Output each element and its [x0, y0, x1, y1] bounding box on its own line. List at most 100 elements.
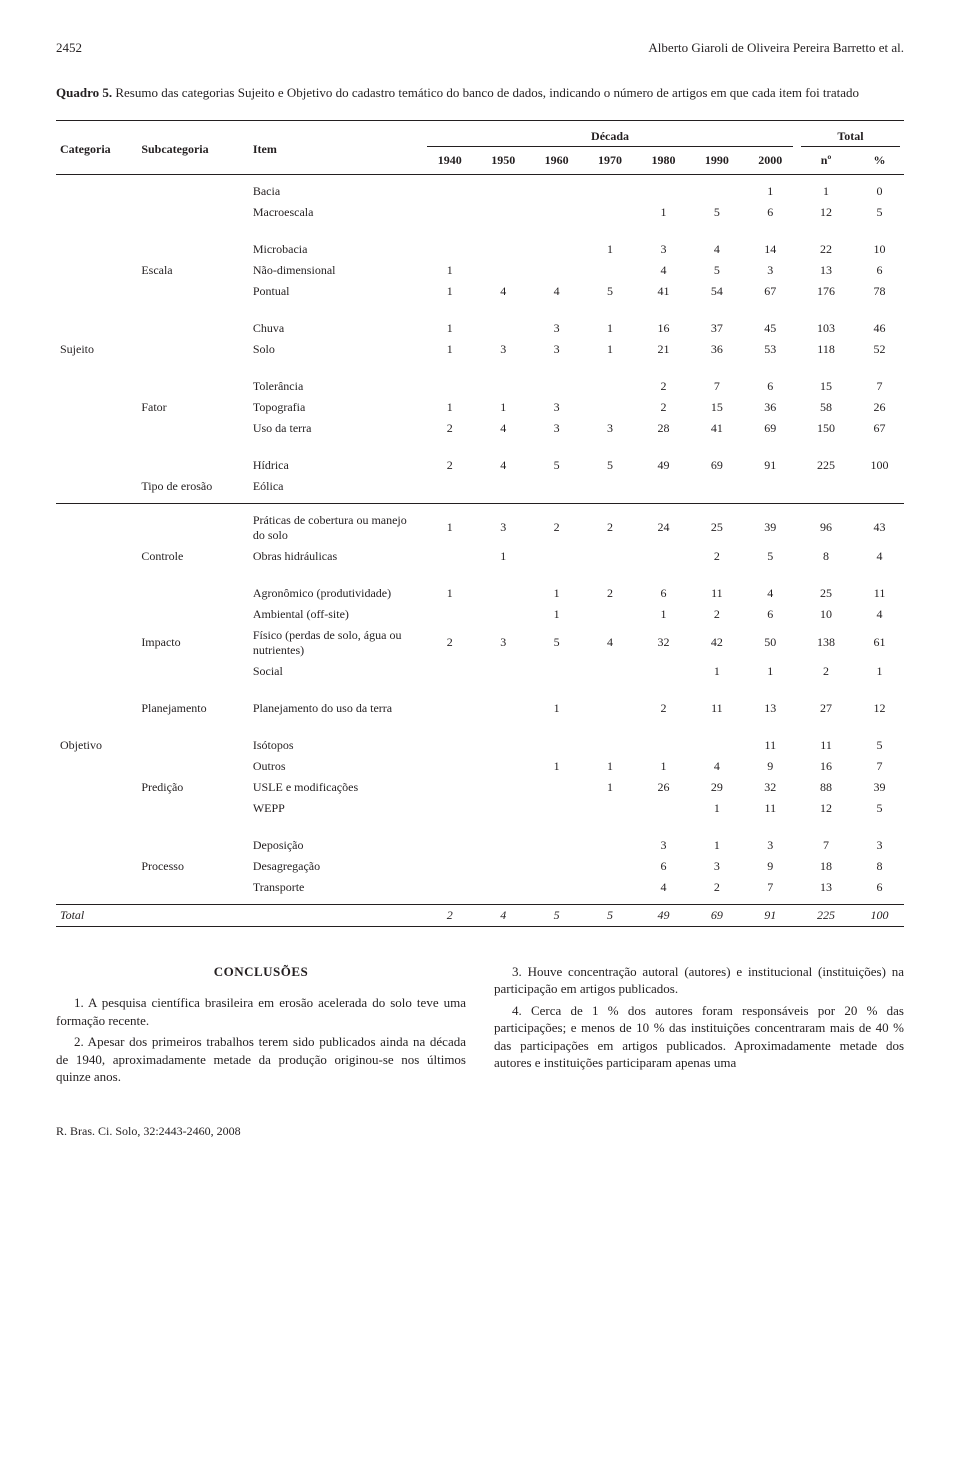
table-cell: 2 — [423, 904, 476, 926]
table-cell: Predição — [137, 777, 249, 798]
table-cell: 5 — [583, 904, 636, 926]
table-cell: 4 — [637, 877, 690, 898]
table-cell — [137, 318, 249, 339]
table-cell: 29 — [690, 777, 743, 798]
col-categoria: Categoria — [56, 120, 137, 174]
table-cell: 11 — [744, 798, 797, 819]
table-cell: 1 — [423, 281, 476, 302]
table-cell — [583, 835, 636, 856]
table-cell: Obras hidráulicas — [249, 546, 423, 567]
table-cell: 5 — [690, 202, 743, 223]
table-cell: Fator — [137, 397, 249, 418]
table-cell — [530, 835, 583, 856]
table-cell — [476, 835, 529, 856]
col-1950: 1950 — [476, 150, 529, 175]
table-cell: 1 — [423, 260, 476, 281]
table-row: EscalaNão-dimensional1453136 — [56, 260, 904, 281]
table-cell — [530, 376, 583, 397]
page-footer: R. Bras. Ci. Solo, 32:2443-2460, 2008 — [56, 1124, 904, 1139]
table-cell — [530, 202, 583, 223]
table-cell: 7 — [690, 376, 743, 397]
table-cell: 1 — [530, 698, 583, 719]
table-cell — [583, 397, 636, 418]
table-cell: 14 — [744, 239, 797, 260]
table-cell: 41 — [637, 281, 690, 302]
col-1970: 1970 — [583, 150, 636, 175]
table-cell — [56, 476, 137, 497]
table-cell: 69 — [690, 904, 743, 926]
table-cell — [530, 260, 583, 281]
table-cell: Topografia — [249, 397, 423, 418]
table-cell — [583, 476, 636, 497]
table-cell — [56, 698, 137, 719]
table-cell — [637, 661, 690, 682]
table-cell: 100 — [855, 904, 904, 926]
table-cell: 26 — [855, 397, 904, 418]
table-row: Total2455496991225100 — [56, 904, 904, 926]
table-cell: 91 — [744, 904, 797, 926]
table-cell: 28 — [637, 418, 690, 439]
table-cell: 52 — [855, 339, 904, 360]
table-row — [56, 719, 904, 735]
table-cell — [56, 181, 137, 202]
table-cell: Não-dimensional — [249, 260, 423, 281]
table-cell: Ambiental (off-site) — [249, 604, 423, 625]
table-cell: 4 — [690, 756, 743, 777]
table-cell: 2 — [583, 510, 636, 546]
table-cell: 1 — [637, 756, 690, 777]
table-cell: 26 — [637, 777, 690, 798]
col-n: nº — [797, 150, 855, 175]
table-cell: 1 — [583, 339, 636, 360]
table-row — [56, 819, 904, 835]
table-cell — [423, 661, 476, 682]
table-cell: Social — [249, 661, 423, 682]
table-cell: 18 — [797, 856, 855, 877]
table-cell: 0 — [855, 181, 904, 202]
table-cell — [583, 735, 636, 756]
table-cell: 5 — [530, 625, 583, 661]
table-cell: 25 — [690, 510, 743, 546]
table-row: Pontual144541546717678 — [56, 281, 904, 302]
table-cell — [423, 835, 476, 856]
table-cell: 4 — [855, 546, 904, 567]
conclusions-columns: CONCLUSÕES 1. A pesquisa científica bras… — [56, 963, 904, 1090]
table-cell: 1 — [423, 318, 476, 339]
table-row: Tolerância276157 — [56, 376, 904, 397]
table-cell — [56, 777, 137, 798]
table-cell — [744, 476, 797, 497]
table-cell — [249, 904, 423, 926]
table-cell: 5 — [583, 455, 636, 476]
table-cell — [423, 476, 476, 497]
table-cell: USLE e modificações — [249, 777, 423, 798]
table-cell: Impacto — [137, 625, 249, 661]
table-cell: 49 — [637, 455, 690, 476]
conclusion-item: 2. Apesar dos primeiros trabalhos terem … — [56, 1033, 466, 1086]
table-cell — [530, 798, 583, 819]
table-row: Macroescala156125 — [56, 202, 904, 223]
table-cell: 3 — [637, 239, 690, 260]
table-cell — [56, 856, 137, 877]
table-cell: 4 — [476, 418, 529, 439]
table-cell: 1 — [744, 661, 797, 682]
table-cell: 7 — [855, 756, 904, 777]
table-cell — [583, 202, 636, 223]
table-cell — [583, 661, 636, 682]
table-cell: 150 — [797, 418, 855, 439]
table-cell — [137, 735, 249, 756]
table-row: Social1121 — [56, 661, 904, 682]
table-cell: 54 — [690, 281, 743, 302]
table-cell: 1 — [583, 756, 636, 777]
table-row: PrediçãoUSLE e modificações12629328839 — [56, 777, 904, 798]
conclusion-item: 3. Houve concentração autoral (autores) … — [494, 963, 904, 998]
table-cell — [56, 397, 137, 418]
table-row: FatorTopografia113215365826 — [56, 397, 904, 418]
table-cell: 3 — [637, 835, 690, 856]
table-cell: 91 — [744, 455, 797, 476]
table-cell: 46 — [855, 318, 904, 339]
table-cell: 12 — [855, 698, 904, 719]
page-number: 2452 — [56, 40, 82, 56]
table-row — [56, 439, 904, 455]
table-cell: 39 — [855, 777, 904, 798]
table-cell: 16 — [797, 756, 855, 777]
table-cell: 24 — [637, 510, 690, 546]
